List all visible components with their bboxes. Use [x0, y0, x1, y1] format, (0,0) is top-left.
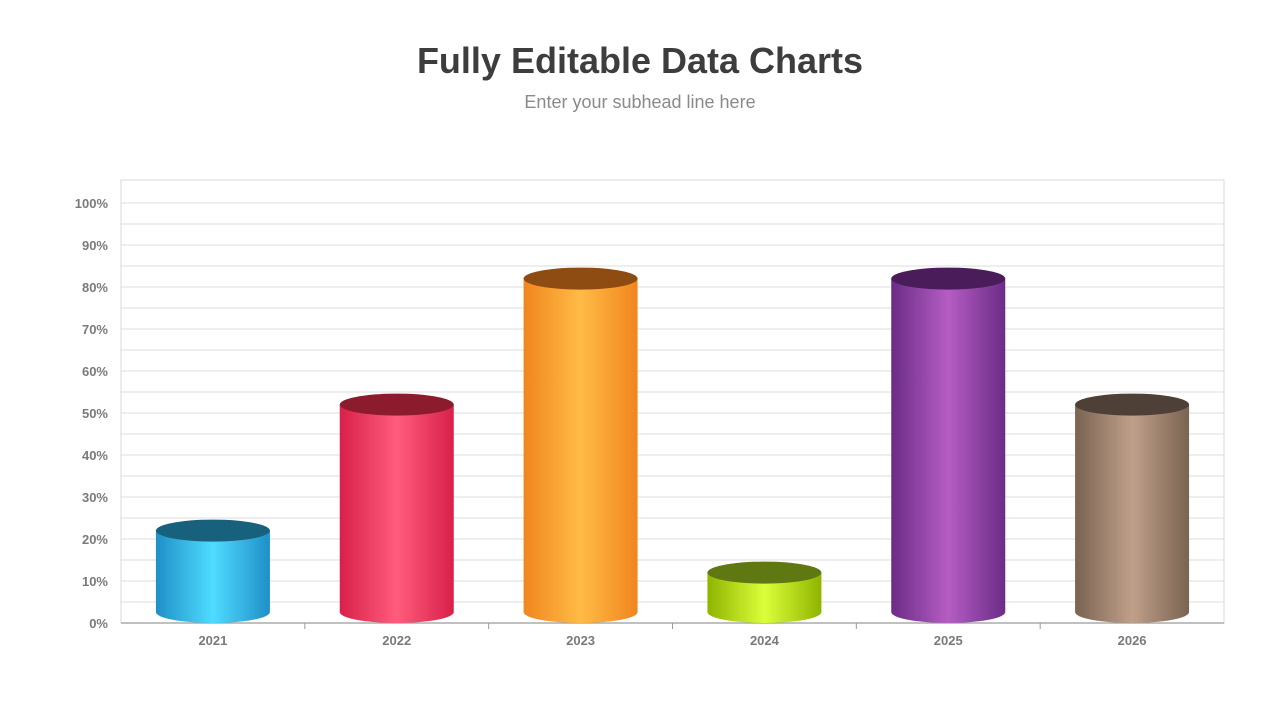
- plot-frame: [120, 179, 1225, 624]
- y-tick-label: 80%: [82, 280, 108, 295]
- bar-top-2022: [339, 393, 454, 416]
- y-tick-label: 30%: [82, 490, 108, 505]
- bar-2022: [339, 404, 454, 623]
- bar-2026: [1075, 404, 1190, 623]
- x-tick-label: 2024: [750, 633, 780, 648]
- x-tick-label: 2022: [382, 633, 411, 648]
- y-tick-label: 0%: [89, 616, 108, 631]
- x-tick-label: 2025: [934, 633, 963, 648]
- bar-top-2023: [523, 267, 638, 290]
- bar-top-2025: [891, 267, 1006, 290]
- bar-top-2021: [155, 519, 270, 542]
- bar-top-2024: [707, 561, 822, 584]
- y-tick-label: 60%: [82, 364, 108, 379]
- bar-2023: [523, 278, 638, 623]
- y-tick-label: 50%: [82, 406, 108, 421]
- y-tick-label: 70%: [82, 322, 108, 337]
- y-tick-label: 10%: [82, 574, 108, 589]
- x-tick-label: 2023: [566, 633, 595, 648]
- bar-2024: [707, 572, 822, 623]
- bar-2021: [155, 530, 270, 623]
- bar-2025: [891, 278, 1006, 623]
- y-tick-label: 90%: [82, 238, 108, 253]
- page-title: Fully Editable Data Charts: [416, 40, 864, 81]
- page-subtitle: Enter your subhead line here: [524, 92, 756, 112]
- y-tick-label: 100%: [75, 196, 109, 211]
- y-tick-label: 20%: [82, 532, 108, 547]
- bar-top-2026: [1075, 393, 1190, 416]
- y-tick-label: 40%: [82, 448, 108, 463]
- x-tick-label: 2021: [198, 633, 227, 648]
- x-tick-label: 2026: [1118, 633, 1147, 648]
